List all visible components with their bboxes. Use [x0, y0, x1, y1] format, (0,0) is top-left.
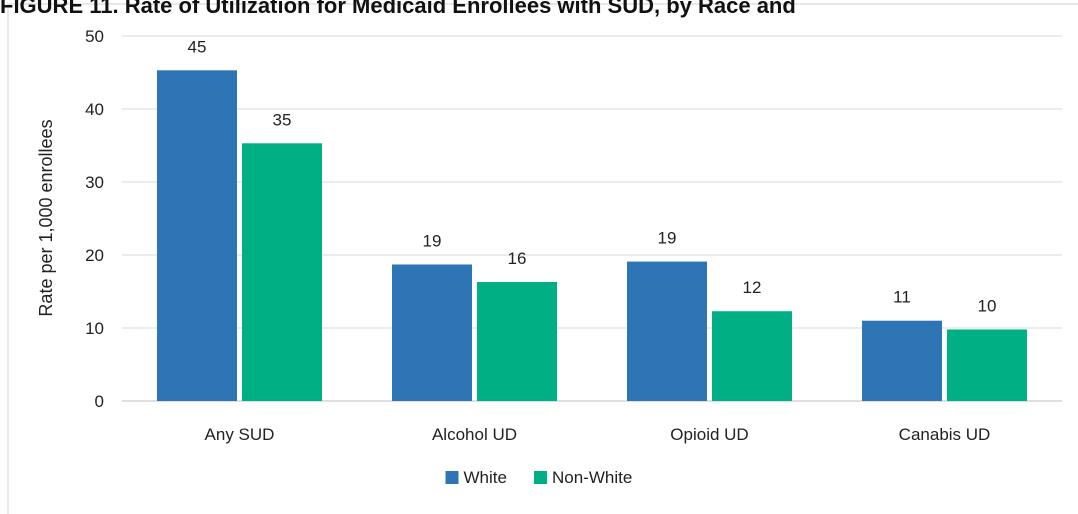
- legend-label: Non-White: [552, 468, 632, 487]
- legend-swatch: [445, 471, 459, 484]
- data-label: 16: [508, 249, 527, 268]
- data-label: 10: [978, 296, 997, 315]
- data-labels: 45 35 19 16 19 12 11 10: [188, 37, 997, 315]
- y-tick-label: 50: [85, 27, 104, 46]
- data-label: 19: [658, 229, 677, 248]
- data-label: 11: [893, 288, 911, 307]
- x-tick-label: Opioid UD: [670, 425, 748, 444]
- legend: White Non-White: [445, 468, 632, 487]
- bar-non-white: [947, 329, 1027, 401]
- y-axis-label: Rate per 1,000 enrollees: [36, 119, 56, 316]
- x-tick-label: Alcohol UD: [432, 425, 517, 444]
- bar-white: [157, 70, 237, 401]
- legend-swatch: [534, 471, 547, 484]
- y-axis-ticks: 0 10 20 30 40 50: [85, 27, 104, 411]
- y-tick-label: 0: [95, 392, 104, 411]
- bar-white: [862, 320, 942, 401]
- y-tick-label: 10: [85, 319, 104, 338]
- bar-non-white: [242, 143, 322, 401]
- data-label: 19: [423, 231, 442, 250]
- bar-non-white: [712, 311, 792, 401]
- bar-white: [392, 264, 472, 401]
- bars: [157, 70, 1027, 401]
- x-tick-label: Canabis UD: [899, 425, 991, 444]
- bar-non-white: [477, 282, 557, 401]
- x-axis-categories: Any SUD Alcohol UD Opioid UD Canabis UD: [205, 425, 991, 444]
- data-label: 12: [743, 278, 762, 297]
- x-tick-label: Any SUD: [205, 425, 275, 444]
- legend-label: White: [464, 468, 507, 487]
- y-tick-label: 40: [85, 100, 104, 119]
- data-label: 35: [273, 110, 292, 129]
- y-tick-label: 20: [85, 246, 104, 265]
- chart-title: FIGURE 11. Rate of Utilization for Medic…: [0, 0, 796, 18]
- data-label: 45: [188, 37, 207, 56]
- bar-white: [627, 261, 707, 401]
- y-tick-label: 30: [85, 173, 104, 192]
- chart-border: [7, 3, 1078, 514]
